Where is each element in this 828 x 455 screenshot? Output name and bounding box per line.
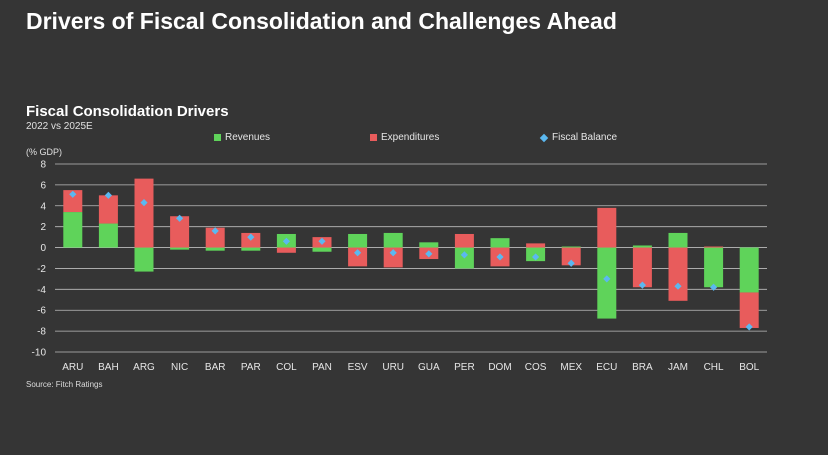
- revenue-bar: [383, 232, 403, 248]
- fiscal-balance-marker: [532, 253, 540, 261]
- x-tick-label: ARU: [62, 362, 83, 373]
- fiscal-balance-marker: [354, 249, 362, 257]
- fiscal-balance-marker: [745, 323, 753, 331]
- expenditure-bar: [739, 292, 759, 328]
- expenditure-bar: [597, 207, 617, 248]
- x-tick-label: URU: [382, 362, 404, 373]
- fiscal-balance-marker: [425, 250, 433, 258]
- revenue-bar: [597, 247, 617, 319]
- y-tick-label: 2: [40, 222, 46, 233]
- revenue-bar: [205, 247, 225, 251]
- x-tick-label: JAM: [668, 362, 688, 373]
- fiscal-balance-marker: [104, 191, 112, 199]
- y-tick-label: 6: [40, 180, 46, 191]
- legend-swatch-expenditures: [370, 134, 377, 141]
- expenditure-bar: [454, 233, 474, 248]
- fiscal-balance-marker: [603, 275, 611, 283]
- revenue-bar: [98, 223, 118, 248]
- fiscal-balance-marker: [389, 249, 397, 257]
- x-tick-label: BAH: [98, 362, 119, 373]
- fiscal-balance-marker: [69, 190, 77, 198]
- fiscal-balance-marker: [140, 199, 148, 207]
- x-tick-label: ARG: [133, 362, 155, 373]
- expenditure-bar: [134, 178, 154, 248]
- x-tick-label: CHL: [704, 362, 724, 373]
- revenue-bar: [312, 247, 332, 252]
- x-tick-label: ECU: [596, 362, 617, 373]
- expenditure-bar: [98, 195, 118, 224]
- legend-label-fiscal-balance: Fiscal Balance: [552, 132, 618, 143]
- legend-item-revenues: Revenues: [214, 132, 270, 143]
- revenue-bar: [668, 232, 688, 248]
- expenditure-bar: [348, 247, 368, 267]
- expenditure-bar: [170, 216, 190, 248]
- fiscal-balance-marker: [638, 281, 646, 289]
- revenue-bar: [134, 247, 154, 272]
- fiscal-balance-marker: [282, 237, 290, 245]
- x-tick-label: BOL: [739, 362, 759, 373]
- y-tick-label: -2: [37, 264, 46, 275]
- x-tick-label: BRA: [632, 362, 653, 373]
- y-tick-label: -6: [37, 306, 46, 317]
- source-note: Source: Fitch Ratings: [26, 380, 103, 389]
- expenditure-bar: [205, 227, 225, 248]
- expenditure-bar: [383, 247, 403, 268]
- fiscal-balance-marker: [710, 283, 718, 291]
- y-tick-label: 0: [40, 243, 46, 254]
- expenditure-bar: [276, 247, 296, 253]
- revenue-bar: [704, 247, 724, 288]
- chart-subtitle: 2022 vs 2025E: [26, 121, 93, 132]
- legend-item-expenditures: Expenditures: [370, 132, 439, 143]
- x-tick-label: BAR: [205, 362, 226, 373]
- y-axis-unit-label: (% GDP): [26, 147, 62, 157]
- x-tick-label: COL: [276, 362, 297, 373]
- fiscal-balance-marker: [247, 233, 255, 241]
- legend-swatch-revenues: [214, 134, 221, 141]
- y-tick-label: 4: [40, 201, 46, 212]
- y-tick-label: -10: [32, 348, 47, 359]
- revenue-bar: [632, 245, 652, 248]
- x-tick-label: PER: [454, 362, 475, 373]
- y-tick-label: -8: [37, 327, 46, 338]
- legend-label-expenditures: Expenditures: [381, 132, 440, 143]
- legend-label-revenues: Revenues: [225, 132, 271, 143]
- revenue-bar: [63, 212, 83, 248]
- fiscal-balance-marker: [567, 259, 575, 267]
- x-tick-label: COS: [525, 362, 547, 373]
- legend-item-fiscal-balance: Fiscal Balance: [539, 132, 618, 143]
- y-tick-label: 8: [40, 160, 46, 171]
- expenditure-bar: [704, 246, 724, 248]
- fiscal-balance-marker: [211, 227, 219, 235]
- expenditure-bar: [561, 247, 581, 266]
- revenue-bar: [241, 247, 261, 251]
- x-tick-label: GUA: [418, 362, 440, 373]
- x-tick-label: MEX: [560, 362, 582, 373]
- revenue-bar: [348, 233, 368, 248]
- revenue-bar: [170, 247, 190, 250]
- chart-legend: Revenues Expenditures Fiscal Balance: [0, 132, 828, 146]
- x-tick-label: DOM: [488, 362, 511, 373]
- fiscal-balance-marker: [496, 253, 504, 261]
- revenue-bar: [490, 238, 510, 248]
- expenditure-bar: [668, 247, 688, 301]
- expenditure-bar: [63, 190, 83, 213]
- x-tick-label: NIC: [171, 362, 188, 373]
- fiscal-balance-marker: [674, 282, 682, 290]
- x-tick-label: PAR: [241, 362, 261, 373]
- page-title: Drivers of Fiscal Consolidation and Chal…: [26, 8, 617, 34]
- fiscal-balance-marker: [176, 214, 184, 222]
- expenditure-bar: [632, 247, 652, 288]
- revenue-bar: [419, 242, 439, 248]
- y-tick-label: -4: [37, 285, 46, 296]
- revenue-bar: [739, 247, 759, 293]
- revenue-bar: [561, 246, 581, 248]
- chart-title: Fiscal Consolidation Drivers: [26, 103, 229, 120]
- expenditure-bar: [526, 243, 546, 248]
- x-tick-label: ESV: [348, 362, 368, 373]
- fiscal-balance-marker: [318, 237, 326, 245]
- fiscal-balance-marker: [460, 251, 468, 259]
- x-tick-label: PAN: [312, 362, 332, 373]
